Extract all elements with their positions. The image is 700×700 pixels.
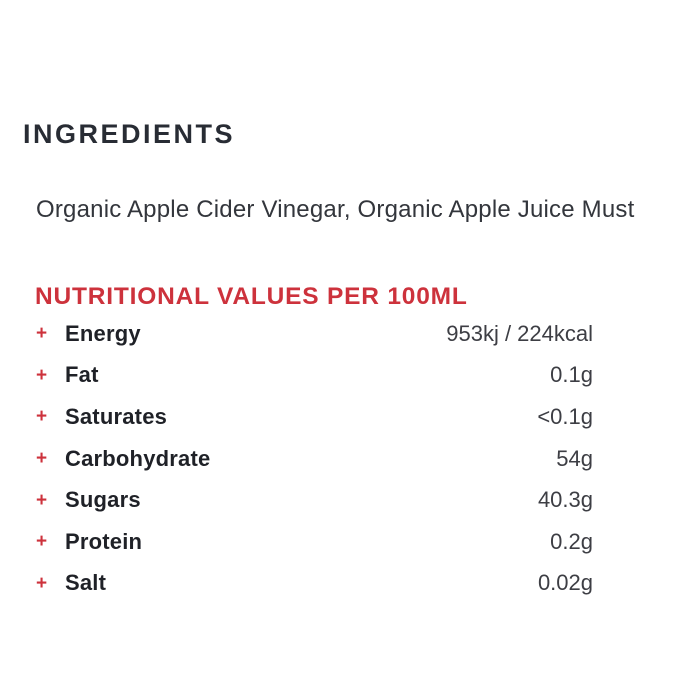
nutrition-value: 0.02g	[537, 570, 593, 596]
nutrition-value: 953kj / 224kcal	[446, 320, 593, 346]
nutrition-row-energy: + Energy 953kj / 224kcal	[36, 313, 593, 355]
nutrition-heading: NUTRITIONAL VALUES PER 100ML	[35, 283, 468, 311]
plus-icon: +	[36, 364, 48, 386]
plus-icon: +	[36, 531, 48, 553]
nutrition-label: Carbohydrate	[65, 445, 211, 471]
nutrition-table: + Energy 953kj / 224kcal + Fat 0.1g + Sa…	[36, 313, 593, 604]
plus-icon: +	[36, 323, 48, 345]
nutrition-value: 0.1g	[550, 362, 593, 388]
ingredients-heading: INGREDIENTS	[23, 119, 236, 150]
plus-icon: +	[36, 572, 48, 594]
nutrition-value: 54g	[556, 445, 593, 471]
nutrition-row-saturates: + Saturates <0.1g	[36, 396, 593, 438]
plus-icon: +	[36, 406, 48, 428]
nutrition-label: Energy	[65, 320, 141, 346]
nutrition-label: Protein	[65, 528, 143, 554]
nutrition-row-sugars: + Sugars 40.3g	[36, 479, 593, 521]
nutrition-label: Sugars	[65, 487, 141, 513]
nutrition-label: Saturates	[65, 403, 168, 429]
nutrition-row-protein: + Protein 0.2g	[36, 521, 593, 563]
ingredients-text: Organic Apple Cider Vinegar, Organic App…	[36, 196, 635, 223]
nutrition-label: Fat	[65, 362, 99, 388]
nutrition-value: <0.1g	[537, 403, 593, 429]
nutrition-value: 0.2g	[550, 528, 593, 554]
plus-icon: +	[36, 489, 48, 511]
nutrition-value: 40.3g	[537, 487, 593, 513]
nutrition-label: Salt	[65, 570, 107, 596]
nutrition-row-fat: + Fat 0.1g	[36, 355, 593, 397]
plus-icon: +	[36, 448, 48, 470]
nutrition-row-carbohydrate: + Carbohydrate 54g	[36, 438, 593, 480]
nutrition-row-salt: + Salt 0.02g	[36, 563, 593, 605]
